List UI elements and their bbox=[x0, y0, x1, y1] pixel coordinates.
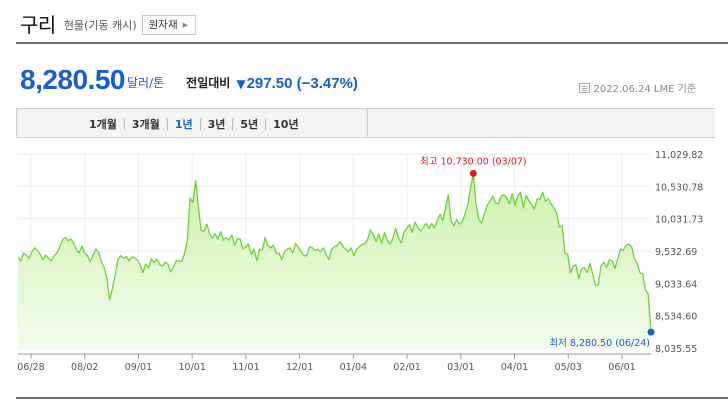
x-tick-label: 05/03 bbox=[555, 362, 582, 373]
divider bbox=[265, 118, 267, 130]
tab-1-year[interactable]: 1년 bbox=[174, 118, 193, 131]
change-value: 297.50 (−3.47%) bbox=[246, 75, 358, 92]
price-line-series bbox=[17, 172, 652, 333]
y-tick-label: 10,031.73 bbox=[655, 215, 703, 226]
date-info: 2022.06.24 LME 기준 bbox=[579, 80, 696, 95]
tab-10-years[interactable]: 10년 bbox=[273, 118, 299, 131]
period-selector: 1개월 3개월 1년 3년 5년 10년 bbox=[16, 108, 715, 138]
tab-3-years[interactable]: 3년 bbox=[207, 118, 226, 131]
price-chart-svg: 11,029.82 10,530.78 10,031.73 9,532.69 9,033… bbox=[17, 150, 703, 373]
x-tick-label: 12/01 bbox=[286, 362, 313, 373]
change-label: 전일대비 bbox=[186, 76, 231, 90]
max-price-label: 최고 10,730.00 (03/07) bbox=[420, 156, 527, 167]
min-price-marker bbox=[647, 328, 655, 336]
y-tick-label: 8,534.60 bbox=[655, 312, 697, 323]
y-tick-label: 9,532.69 bbox=[655, 247, 697, 258]
x-tick-label: 11/01 bbox=[232, 362, 259, 373]
down-arrow-icon: ▼ bbox=[236, 77, 246, 91]
document-icon bbox=[579, 82, 591, 93]
commodity-header: 구리 현물(기동 캐시) 원자재 ▶ bbox=[20, 8, 196, 38]
tab-5-years[interactable]: 5년 bbox=[240, 118, 259, 131]
x-tick-label: 06/01 bbox=[608, 362, 635, 373]
x-tick-label: 01/04 bbox=[340, 362, 367, 373]
tab-3-months[interactable]: 3개월 bbox=[131, 118, 160, 131]
raw-materials-label: 원자재 bbox=[148, 19, 178, 31]
page-subtitle: 현물(기동 캐시) bbox=[63, 18, 137, 32]
top-divider bbox=[16, 42, 728, 44]
y-tick-label: 10,530.78 bbox=[655, 182, 703, 193]
x-tick-label: 04/01 bbox=[501, 362, 528, 373]
max-price-marker bbox=[469, 169, 477, 177]
x-tick-label: 06/28 bbox=[17, 362, 44, 373]
x-tick-label: 10/01 bbox=[178, 362, 205, 373]
x-tick-label: 09/01 bbox=[125, 362, 152, 373]
y-tick-label: 8,035.55 bbox=[655, 344, 697, 355]
base-date: 2022.06.24 LME 기준 bbox=[593, 84, 696, 95]
current-price: 8,280.50 bbox=[20, 64, 126, 95]
bottom-divider bbox=[16, 397, 728, 399]
page-title: 구리 bbox=[20, 12, 56, 37]
period-bar-right-cell bbox=[367, 109, 715, 137]
raw-materials-button[interactable]: 원자재 ▶ bbox=[141, 14, 196, 35]
divider bbox=[123, 118, 125, 130]
x-tick-label: 03/01 bbox=[447, 362, 474, 373]
divider bbox=[232, 118, 234, 130]
x-tick-label: 02/01 bbox=[393, 362, 420, 373]
divider bbox=[166, 118, 168, 130]
y-tick-label: 11,029.82 bbox=[655, 150, 703, 161]
price-area bbox=[18, 173, 651, 348]
price-unit: 달러/톤 bbox=[127, 76, 165, 90]
chevron-right-icon: ▶ bbox=[182, 20, 188, 29]
min-price-label: 최저 8,280.50 (06/24) bbox=[549, 338, 650, 349]
price-chart: 11,029.82 10,530.78 10,031.73 9,532.69 9,033… bbox=[0, 140, 728, 380]
price-summary: 8,280.50 달러/톤 전일대비 ▼ 297.50 (−3.47%) bbox=[20, 60, 358, 96]
tab-1-month[interactable]: 1개월 bbox=[89, 118, 117, 131]
divider bbox=[199, 118, 201, 130]
y-tick-label: 9,033.64 bbox=[655, 279, 697, 290]
period-tabs: 1개월 3개월 1년 3년 5년 10년 bbox=[85, 116, 303, 132]
x-tick-label: 08/02 bbox=[71, 362, 98, 373]
